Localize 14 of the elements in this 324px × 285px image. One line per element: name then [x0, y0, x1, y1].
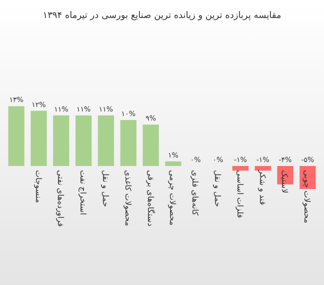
- x-tick-label: لاستیک: [280, 170, 290, 194]
- x-tick-label: فلزات اساسی: [235, 170, 244, 218]
- x-tick-label: حمل و نقل: [213, 170, 222, 207]
- x-tick-label: قند و شکر: [258, 169, 267, 206]
- x-tick-label: حمل و نقل: [100, 170, 110, 207]
- x-tick-label: محصولات چوبی: [302, 170, 312, 224]
- x-tick-label: دستگاه‌های برقی: [146, 170, 156, 227]
- x-tick-label: استخراج نفت: [78, 170, 88, 215]
- x-tick-label: محصولات کاغذی: [123, 170, 132, 226]
- x-tick-label: کانه‌های فلزی: [190, 170, 200, 216]
- chart-title: مقایسه پربازده ترین و زیانده ترین صنایع بورسی در تیرماه ۱۳۹۴: [42, 11, 282, 21]
- x-tick-label: محصولات چرمی: [168, 170, 178, 226]
- x-tick-label: فراورده‌های نفتی: [56, 170, 66, 227]
- x-tick-label: منسوجات: [34, 170, 43, 203]
